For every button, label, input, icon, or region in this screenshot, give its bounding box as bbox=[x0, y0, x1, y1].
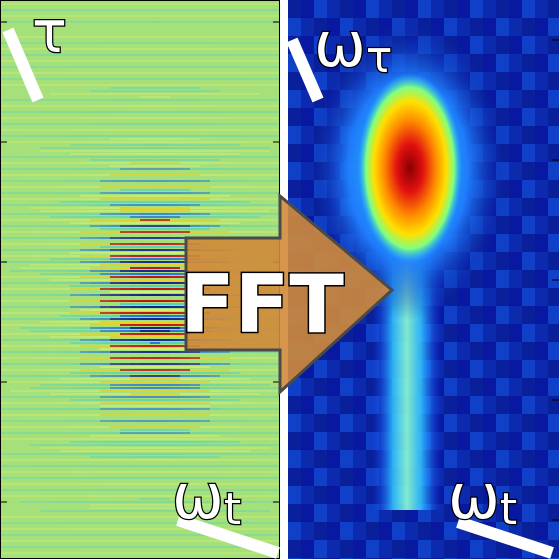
subscript-t: t bbox=[224, 484, 241, 535]
omega-t-axis-label-left: ωt bbox=[172, 460, 241, 535]
interference-fringes bbox=[0, 3, 280, 559]
omega-symbol: ω bbox=[448, 460, 500, 533]
subscript-t: t bbox=[500, 484, 517, 535]
fft-arrow: FFT bbox=[179, 192, 395, 396]
omega-symbol: ω bbox=[314, 8, 366, 81]
right-top-axis-marker bbox=[286, 37, 324, 103]
omega-tau-axis-label: ωτ bbox=[314, 8, 392, 83]
omega-symbol: ω bbox=[172, 460, 224, 533]
fft-label: FFT bbox=[180, 258, 344, 351]
left-bottom-axis-marker bbox=[176, 514, 280, 559]
fft-arrow-shape bbox=[184, 192, 395, 396]
spectrum-peak bbox=[358, 73, 462, 263]
right-bottom-axis-marker bbox=[456, 516, 554, 559]
left-top-axis-marker bbox=[2, 27, 44, 103]
frequency-domain-panel bbox=[288, 0, 559, 559]
tau-axis-label: τ bbox=[32, 0, 67, 66]
omega-t-axis-label-right: ωt bbox=[448, 460, 517, 535]
subscript-tau: τ bbox=[366, 32, 393, 83]
right-axis-ticks bbox=[552, 39, 559, 521]
